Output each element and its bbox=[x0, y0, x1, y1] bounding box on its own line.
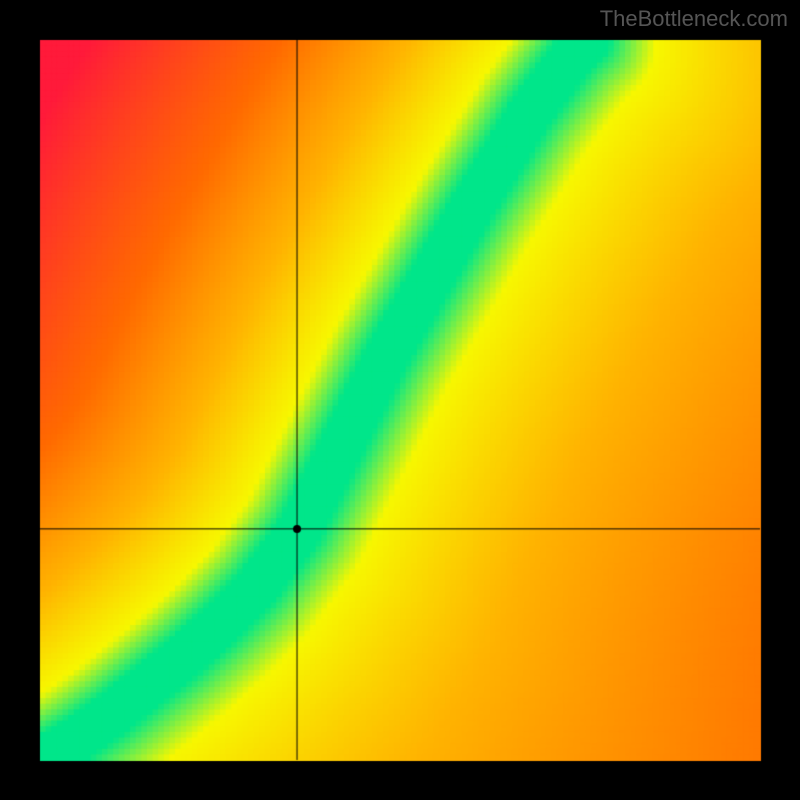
watermark-text: TheBottleneck.com bbox=[600, 6, 788, 32]
bottleneck-heatmap bbox=[0, 0, 800, 800]
